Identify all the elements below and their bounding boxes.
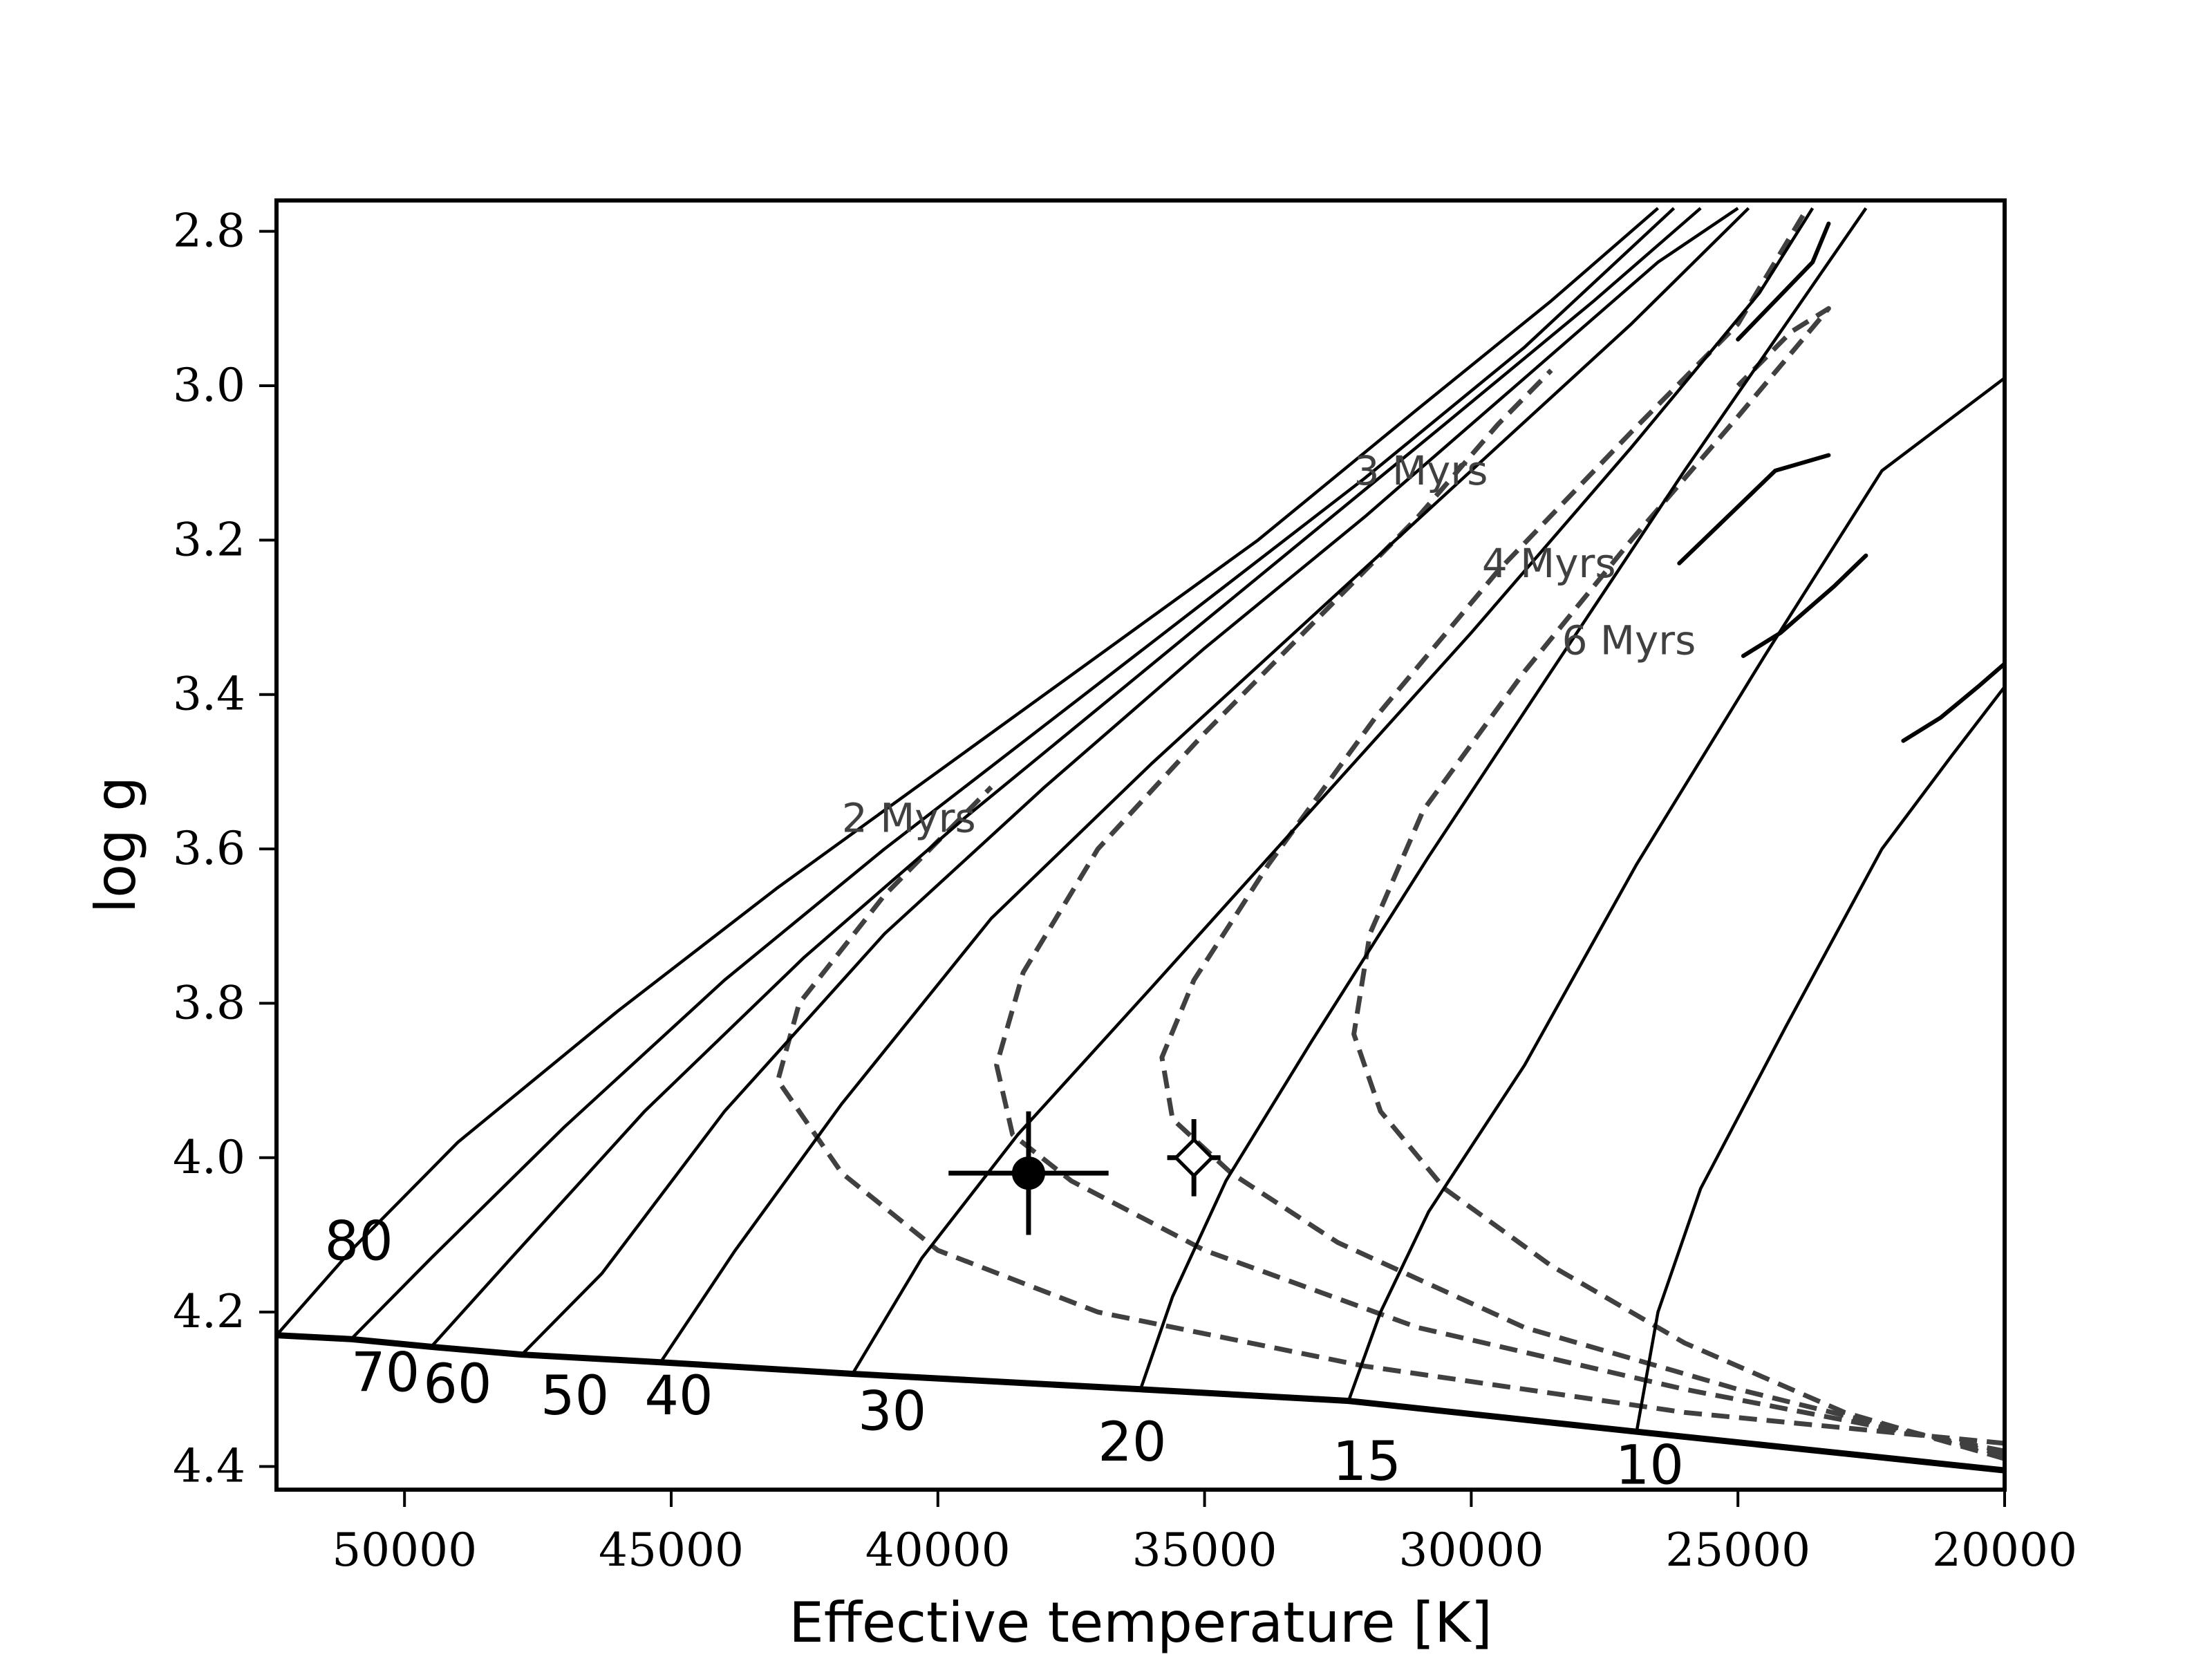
track-line [659, 207, 1750, 1363]
track-label: 40 [644, 1365, 713, 1427]
x-tick-label: 35000 [1132, 1524, 1277, 1577]
track-hook [1901, 662, 2005, 743]
plot-area [276, 207, 2005, 1474]
isochrone-label: 4 Myrs [1482, 540, 1616, 587]
track-line [350, 207, 1676, 1340]
y-tick-label: 3.0 [173, 359, 245, 412]
track-line [1347, 377, 2005, 1402]
track-label: 80 [324, 1211, 393, 1273]
y-tick-label: 3.4 [173, 668, 245, 721]
isochrone-label: 6 Myrs [1562, 617, 1696, 664]
track-hook [1741, 553, 1868, 658]
track-label: 30 [858, 1380, 926, 1443]
y-tick-label: 3.6 [173, 822, 245, 875]
y-tick-label: 3.2 [173, 513, 245, 566]
curve-labels: 2 Myrs 3 Myrs 4 Myrs 6 Myrs 80 70 60 50 40 30 20 15… [324, 447, 1696, 1497]
isochrone-line [1159, 207, 2005, 1458]
isochrone-label: 2 Myrs [842, 794, 976, 841]
isochrone-label: 3 Myrs [1354, 447, 1488, 494]
track-label: 50 [541, 1365, 609, 1427]
x-tick-label: 50000 [332, 1524, 477, 1577]
x-tick-label: 30000 [1398, 1524, 1544, 1577]
track-line [1635, 686, 2005, 1432]
y-tick-label: 4.4 [173, 1439, 245, 1492]
axes-frame [274, 198, 2007, 1492]
y-tick-label: 4.2 [173, 1285, 245, 1338]
y-axis-label: log g [84, 776, 148, 913]
data-point-open-diamond [1173, 1137, 1215, 1179]
track-hook [1736, 221, 1831, 341]
isochrone-line [1351, 306, 2005, 1461]
track-label: 70 [351, 1342, 420, 1404]
track-line [276, 207, 1659, 1337]
track-label: 15 [1333, 1431, 1401, 1493]
track-line [851, 207, 1815, 1375]
track-label: 60 [423, 1353, 491, 1416]
axis-ticks: 50000 45000 40000 35000 30000 25000 20000 2.8 3.… [173, 205, 2077, 1577]
data-point-filled-circle [1011, 1156, 1045, 1190]
y-tick-label: 4.0 [173, 1131, 245, 1184]
track-hook [1677, 453, 1831, 565]
track-label: 20 [1098, 1412, 1166, 1474]
x-tick-label: 20000 [1932, 1524, 2077, 1577]
x-tick-label: 40000 [865, 1524, 1011, 1577]
track-line [521, 207, 1739, 1356]
y-tick-label: 2.8 [173, 205, 245, 258]
x-axis-label: Effective temperature [K] [789, 1591, 1492, 1655]
isochrone-line [775, 785, 2005, 1446]
y-tick-label: 3.8 [173, 976, 245, 1029]
zams-line [276, 1332, 2005, 1474]
track-line [1138, 207, 1868, 1390]
x-tick-label: 45000 [599, 1524, 744, 1577]
x-tick-label: 25000 [1665, 1524, 1810, 1577]
track-label: 10 [1615, 1434, 1684, 1497]
track-line [430, 207, 1702, 1348]
isochrone-line [994, 368, 2005, 1454]
